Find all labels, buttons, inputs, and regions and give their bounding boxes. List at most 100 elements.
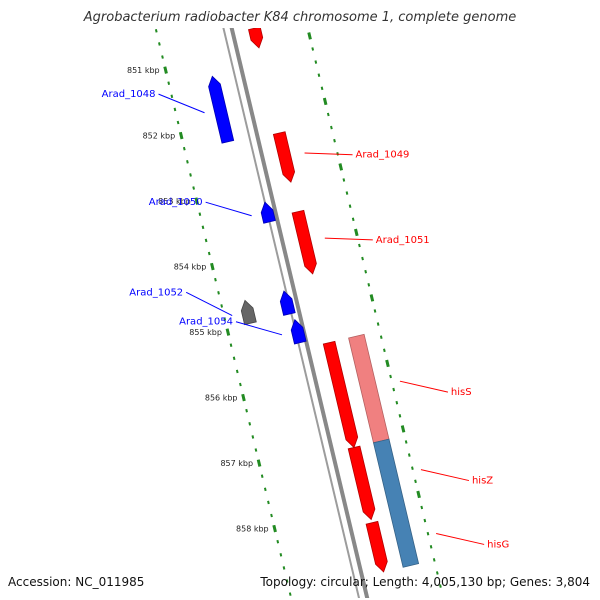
scale-dot <box>207 251 211 256</box>
scale-dot <box>439 584 442 588</box>
scale-dot <box>367 282 371 287</box>
scale-dot <box>395 400 399 405</box>
tick-label: 854 kbp <box>174 263 207 272</box>
label-leader <box>205 201 252 217</box>
scale-dot <box>333 138 336 143</box>
major-tick <box>416 490 421 499</box>
tick-label: 858 kbp <box>236 525 269 534</box>
scale-dot <box>311 47 315 51</box>
gene-arrow <box>279 290 296 316</box>
scale-dot <box>232 356 236 361</box>
major-tick <box>241 393 246 402</box>
tick-label: 856 kbp <box>205 394 238 403</box>
gene-label: Arad_1052 <box>129 287 183 298</box>
scale-dot <box>364 269 368 274</box>
gene-label: Arad_1048 <box>102 89 156 100</box>
scale-dot <box>167 81 171 86</box>
scale-dot <box>220 304 224 308</box>
genome-summary-text: Topology: circular; Length: 4,005,130 bp… <box>260 575 590 589</box>
gene-arrow <box>240 299 257 326</box>
major-tick <box>354 228 359 237</box>
scale-dot <box>276 539 280 544</box>
scale-dot <box>263 487 267 492</box>
tick-label: 851 kbp <box>127 66 160 75</box>
gene-arrow <box>272 131 296 183</box>
cds-track <box>348 333 420 568</box>
scale-dot <box>426 531 430 536</box>
major-tick <box>210 262 215 271</box>
scale-ruler: 851 kbp 852 kbp 853 kbp 854 kbp 855 kbp 856 k… <box>127 8 442 596</box>
major-tick <box>369 294 375 302</box>
scale-dot <box>411 466 414 470</box>
scale-dot <box>398 413 402 418</box>
gene-arrow <box>260 201 276 224</box>
scale-dot <box>235 369 239 374</box>
scale-dot <box>320 86 324 91</box>
scale-dot <box>214 277 217 282</box>
scale-dot <box>182 146 186 151</box>
gene-label: hisS <box>451 387 472 398</box>
scale-dot <box>248 422 252 426</box>
scale-dot <box>270 513 273 518</box>
scale-dot <box>420 505 424 510</box>
scale-dot <box>389 374 392 379</box>
gene-labels: Arad_1048 Arad_1049 Arad_1050 Arad_1051 Arad… <box>102 89 510 550</box>
scale-dot <box>176 120 180 125</box>
scale-dot <box>435 571 439 575</box>
major-tick <box>194 197 200 205</box>
scale-dot <box>306 21 307 24</box>
label-leader <box>420 469 470 482</box>
gene-arrow <box>248 28 264 49</box>
scale-dot <box>432 558 436 562</box>
gene-label: Arad_1054 <box>179 317 233 328</box>
scale-dot <box>170 94 174 99</box>
scale-dot <box>373 309 377 313</box>
scale-dot <box>285 579 289 583</box>
tick-label: 857 kbp <box>220 459 253 468</box>
major-tick <box>163 66 168 74</box>
scale-dot <box>379 335 383 339</box>
scale-dot <box>198 212 202 217</box>
gene-arrow <box>365 520 388 573</box>
scale-dot <box>303 8 304 11</box>
scale-dot <box>358 243 361 248</box>
major-tick <box>338 163 344 171</box>
gene-arrow <box>347 445 376 521</box>
gene-arrow <box>291 209 317 275</box>
major-tick <box>322 97 328 106</box>
scale-dot <box>254 448 258 452</box>
major-tick <box>256 459 262 467</box>
scale-dot <box>361 256 364 261</box>
tick-label: 852 kbp <box>143 132 176 141</box>
scale-dot <box>260 474 264 479</box>
scale-dot <box>414 479 417 484</box>
gene-label: hisZ <box>472 476 493 487</box>
scale-dot <box>407 453 411 457</box>
tick-label: 855 kbp <box>189 328 222 337</box>
scale-dot <box>314 60 318 64</box>
scale-dot <box>351 217 355 222</box>
scale-dot <box>423 518 427 523</box>
cds-box <box>373 438 420 568</box>
label-leader <box>235 321 283 336</box>
scale-dot <box>342 178 346 182</box>
scale-dot <box>348 204 352 208</box>
scale-dot <box>282 566 286 570</box>
major-tick <box>307 32 312 40</box>
major-tick <box>400 425 406 433</box>
backbone-line <box>229 28 370 598</box>
scale-dot <box>201 225 205 230</box>
label-leader <box>185 291 233 316</box>
scale-dot <box>245 408 248 413</box>
gene-track <box>208 28 388 573</box>
gene-arrow <box>208 75 235 144</box>
scale-dot <box>326 112 330 117</box>
tick-label: 853 kbp <box>158 197 191 206</box>
gene-arrow <box>290 318 307 345</box>
scale-dot <box>330 125 333 130</box>
gene-arrow <box>322 340 359 449</box>
gene-label: Arad_1050 <box>149 197 203 208</box>
scale-dot <box>239 382 242 387</box>
scale-dot <box>161 55 164 59</box>
